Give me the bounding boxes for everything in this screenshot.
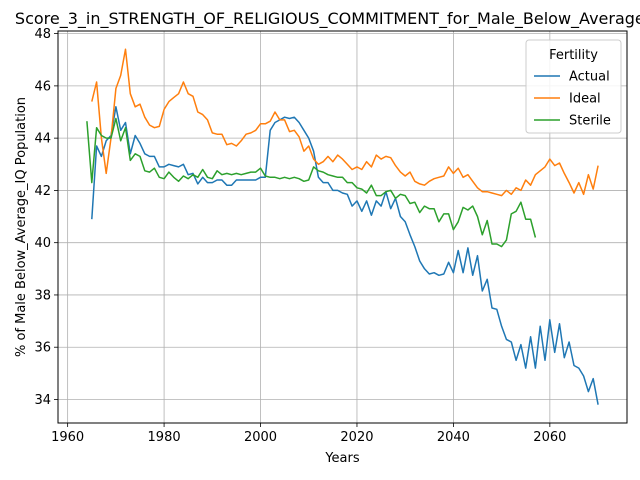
x-tick-label: 2040 [437,430,470,445]
y-axis-label: % of Male Below_Average_IQ Population [14,97,29,357]
plot-area-frame [57,30,628,424]
chart-title: Score_3_in_STRENGTH_OF_RELIGIOUS_COMMITM… [15,9,640,29]
legend-label-ideal: Ideal [569,92,601,107]
series-lines [86,48,599,405]
x-tick-label: 1980 [148,430,181,445]
y-tick-label: 38 [34,288,51,303]
y-tick-label: 44 [34,132,51,147]
x-tick-label: 2060 [533,430,566,445]
legend-box [525,39,622,134]
legend-label-actual: Actual [569,70,610,85]
x-tick-label: 1960 [51,430,84,445]
y-tick-label: 36 [34,341,51,356]
series-line-actual [91,106,599,405]
legend-title: Fertility [549,48,598,63]
legend: Fertility Actual Ideal Sterile [525,39,622,134]
y-tick-label: 40 [34,236,51,251]
y-tick-label: 34 [34,393,51,408]
x-axis-label: Years [324,451,360,466]
legend-label-sterile: Sterile [569,114,611,129]
axis-ticks: 1960 1980 2000 2020 2040 2060 34 36 38 40 42 44 46 48 [34,27,566,445]
y-tick-label: 42 [34,184,51,199]
x-tick-label: 2000 [244,430,277,445]
grid-lines [58,31,627,423]
y-tick-label: 48 [34,27,51,42]
series-line-ideal [91,48,599,197]
x-tick-label: 2020 [340,430,373,445]
y-tick-label: 46 [34,79,51,94]
series-line-sterile [86,117,537,248]
